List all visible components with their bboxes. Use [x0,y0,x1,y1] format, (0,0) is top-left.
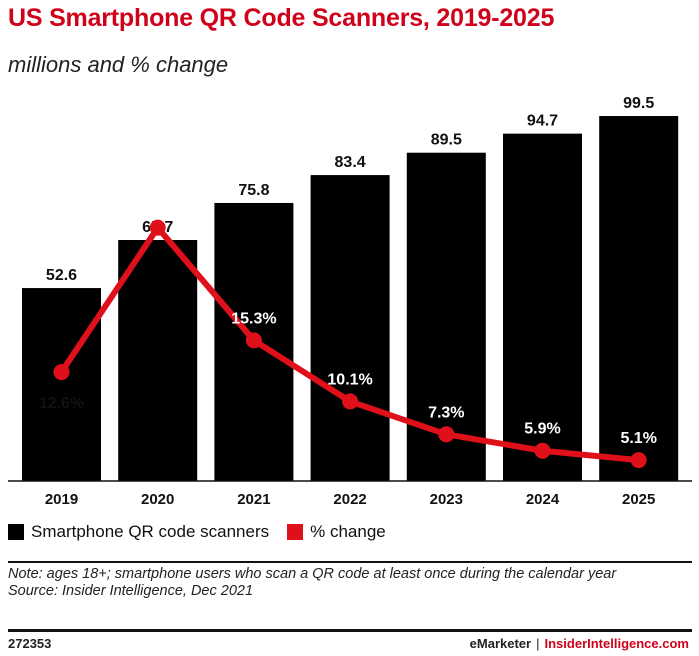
legend-swatch-line [287,524,304,540]
legend-swatch-bars [8,524,24,540]
chart-id: 272353 [8,636,52,651]
bar-label-2022: 83.4 [335,154,366,171]
x-tick-2021: 2021 [237,491,270,508]
bar-2024 [503,133,582,482]
legend: Smartphone QR code scanners % change [8,522,404,542]
legend-item-line: % change [287,522,386,542]
line-label-2022: 10.1% [327,371,372,388]
bar-2022 [310,175,390,481]
line-label-2020: 24.9% [135,198,180,215]
line-point-2021 [245,332,262,349]
line-point-2025 [630,452,647,469]
divider-top [8,561,692,563]
bar-label-2021: 75.8 [238,182,269,199]
bar-2019 [22,288,101,481]
bar-label-2019: 52.6 [46,267,77,284]
line-label-2024: 5.9% [524,421,560,438]
x-tick-2023: 2023 [430,491,463,508]
brand-separator: | [536,636,540,651]
line-point-2022 [342,393,359,410]
bar-label-2025: 99.5 [623,95,654,112]
legend-label-bars: Smartphone QR code scanners [31,522,270,541]
divider-bottom [8,629,692,632]
bar-label-2024: 94.7 [527,113,558,130]
footer-brand: eMarketer | InsiderIntelligence.com [470,636,689,651]
line-point-2023 [438,426,455,443]
source-text: Source: Insider Intelligence, Dec 2021 [8,583,254,599]
line-label-2021: 15.3% [231,310,276,327]
bar-label-2023: 89.5 [431,132,462,149]
x-tick-2019: 2019 [45,491,78,508]
brand-emarketer: eMarketer [469,636,532,651]
legend-label-line: % change [310,522,386,541]
x-tick-2022: 2022 [333,491,366,508]
legend-item-bars: Smartphone QR code scanners [8,522,269,542]
x-tick-2024: 2024 [526,491,560,508]
bar-2020 [118,240,198,481]
chart-title: US Smartphone QR Code Scanners, 2019-202… [8,4,555,32]
line-label-2019: 12.6% [39,395,84,412]
x-tick-2020: 2020 [141,491,174,508]
chart: 52.6201965.7202075.8202183.4202289.52023… [8,95,692,508]
line-point-2019 [53,364,70,381]
brand-insider-intelligence: InsiderIntelligence.com [544,636,690,651]
line-point-2024 [534,442,551,459]
line-label-2025: 5.1% [620,430,656,447]
notes: Note: ages 18+; smartphone users who sca… [8,566,688,600]
note-text: Note: ages 18+; smartphone users who sca… [8,566,617,582]
bar-2025 [599,116,679,481]
line-point-2020 [149,219,166,236]
line-label-2023: 7.3% [428,404,464,421]
x-tick-2025: 2025 [622,491,655,508]
chart-subtitle: millions and % change [8,52,229,77]
